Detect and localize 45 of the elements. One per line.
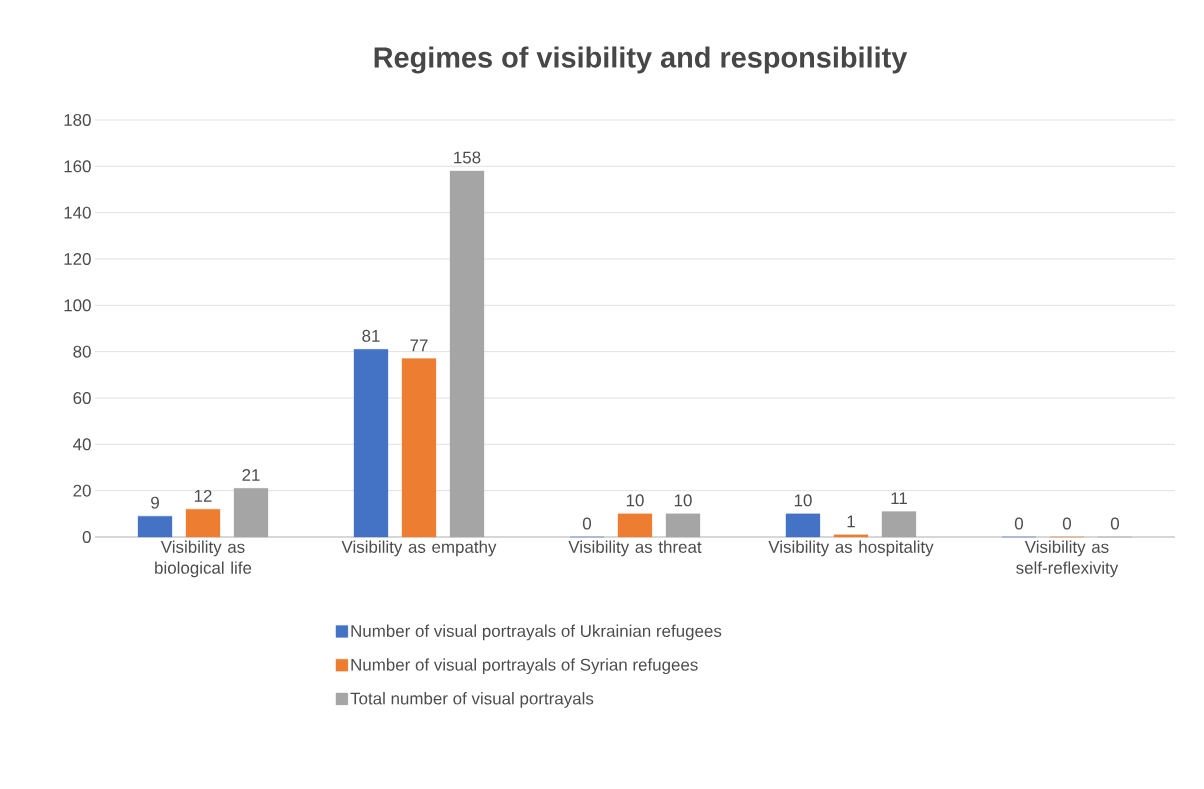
data-label: 0 [582,517,592,530]
data-label: 81 [362,329,380,342]
legend-label: Number of visual portrayals of Ukrainian refugees [351,624,722,641]
data-label: 12 [194,489,212,502]
y-tick-label: 160 [64,160,91,173]
data-label: 77 [410,339,428,352]
x-tick-label: Visibility as biological life [155,540,252,578]
y-tick-label: 80 [73,345,91,358]
data-label: 10 [626,494,644,507]
bar [233,488,269,538]
bar [785,513,821,538]
data-label: 0 [1110,517,1120,530]
y-tick-label: 40 [73,438,91,451]
data-label: 10 [794,494,812,507]
bar [665,513,701,538]
y-tick-label: 60 [73,391,91,404]
y-tick-label: 0 [82,530,91,543]
bar [137,515,173,538]
x-tick-label: Visibility as empathy [341,540,497,557]
data-label: 0 [1062,517,1072,530]
x-tick-label: Visibility as threat [568,540,702,557]
x-tick-label: Visibility as self-reflexivity [1016,540,1119,578]
data-label: 0 [1014,517,1024,530]
chart-title: Regimes of visibility and responsibility [374,46,908,74]
legend-label: Total number of visual portrayals [350,692,594,708]
data-label: 158 [454,151,481,164]
bar [185,509,221,538]
x-tick-label: Visibility as hospitality [768,540,934,557]
bar [401,358,437,538]
data-label: 21 [242,469,260,481]
bar [833,534,869,538]
data-label: 9 [151,496,159,509]
y-tick-label: 100 [64,299,91,312]
y-tick-label: 120 [64,252,91,265]
data-label: 1 [847,515,855,528]
y-tick-label: 140 [64,206,91,219]
bar [353,349,389,538]
y-tick-label: 20 [73,484,91,497]
data-label: 10 [674,494,692,507]
bar [617,513,653,538]
data-label: 11 [891,492,907,505]
y-tick-label: 180 [64,113,91,126]
bar [449,170,485,538]
legend-label: Number of visual portrayals of Syrian refugees [351,658,698,675]
bar [881,511,917,538]
